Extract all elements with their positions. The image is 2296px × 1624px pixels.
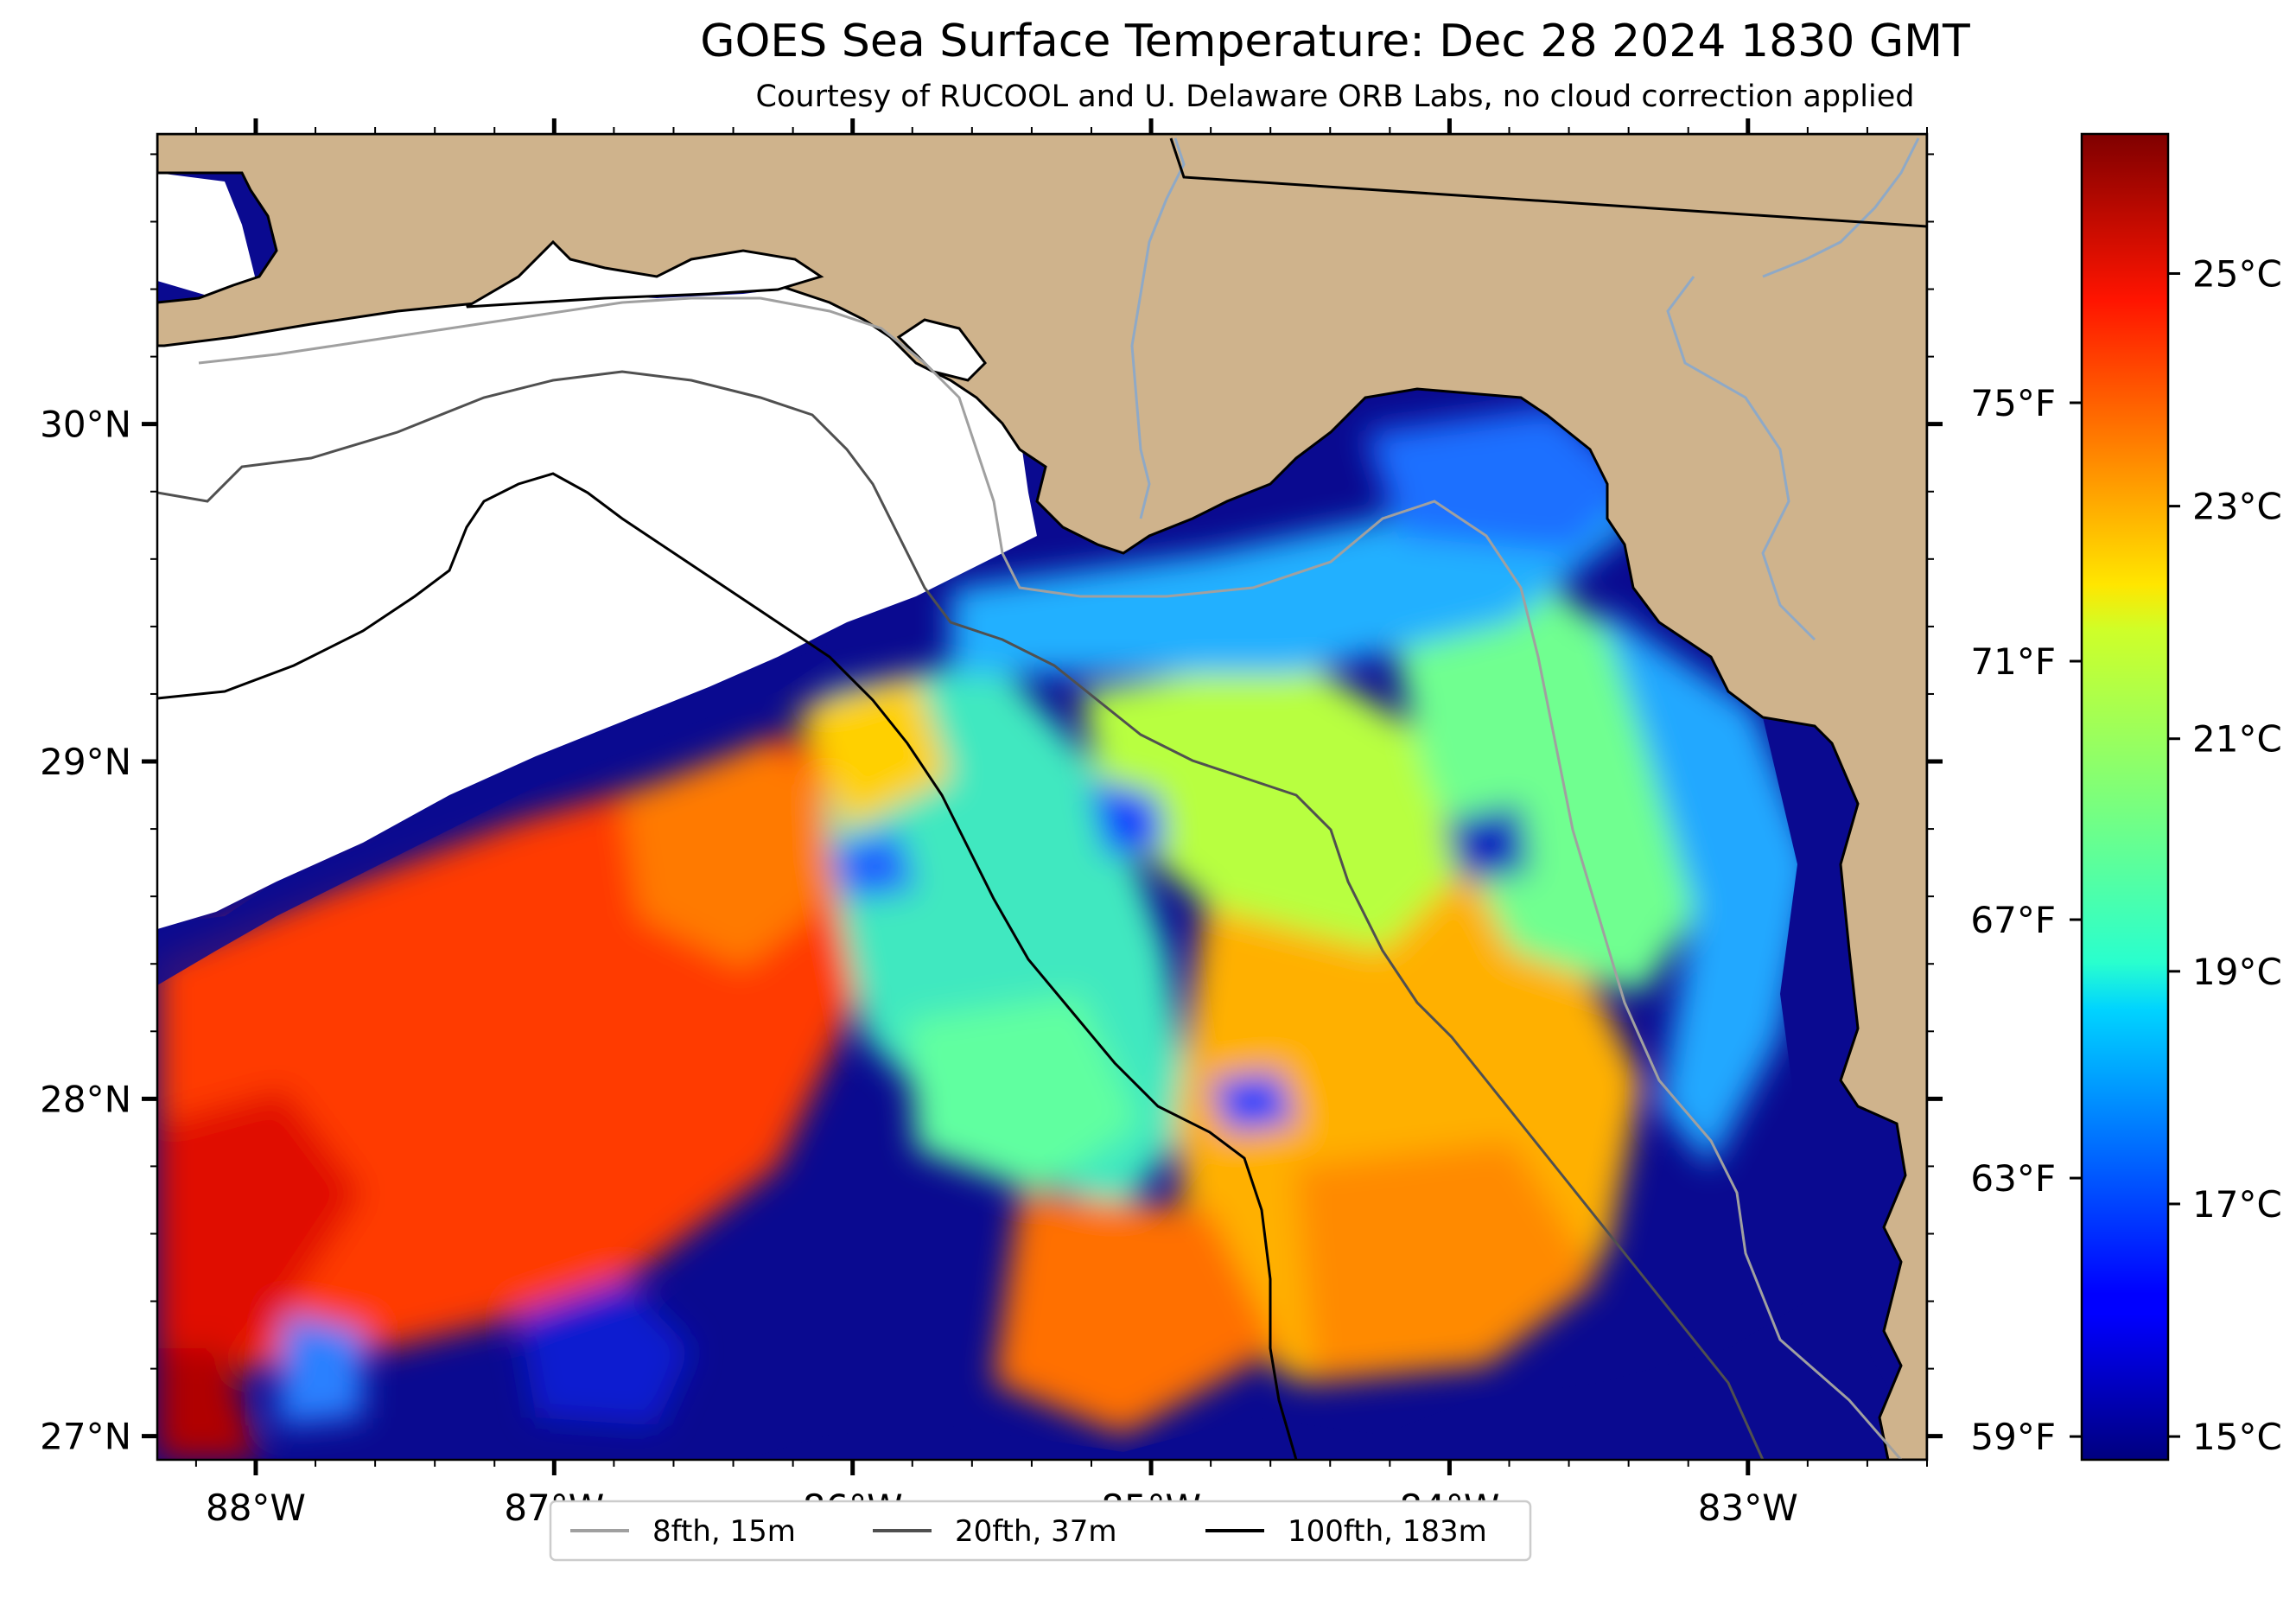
legend: 8fth, 15m 20fth, 37m 100fth, 183m: [570, 1514, 1487, 1549]
colorbar-fahrenheit-label: 63°F: [1970, 1157, 2056, 1200]
coastal-inlets: [466, 239, 824, 309]
colorbar-celsius-label: 15°C: [2192, 1416, 2282, 1458]
colorbar-fahrenheit-label: 67°F: [1970, 899, 2056, 941]
rivers: [1130, 137, 1920, 641]
lon-tick-label: 83°W: [1698, 1487, 1798, 1529]
colorbar-celsius-label: 17°C: [2192, 1183, 2282, 1226]
map-title: GOES Sea Surface Temperature: Dec 28 202…: [700, 16, 1970, 67]
lat-tick-label: 30°N: [40, 404, 131, 446]
legend-label: 8fth, 15m: [652, 1514, 796, 1549]
sst-offshore-cold-band: [157, 622, 864, 985]
isobath-20fth: [157, 370, 1765, 1460]
legend-label: 20fth, 37m: [955, 1514, 1117, 1549]
colorbar-fahrenheit-label: 71°F: [1970, 640, 2056, 683]
no-data-nw-bay: [157, 173, 259, 298]
map-subtitle: Courtesy of RUCOOL and U. Delaware ORB L…: [755, 80, 1915, 114]
land-mass: [157, 134, 1927, 1460]
colorbar-celsius-label: 21°C: [2192, 718, 2282, 761]
map-area: [157, 134, 1927, 1460]
state-boundary: [1169, 137, 1927, 228]
colorbar-celsius-label: 23°C: [2192, 486, 2282, 528]
lat-tick-label: 29°N: [40, 741, 131, 783]
lon-tick-label: 88°W: [206, 1487, 306, 1529]
isobath-100fth: [157, 472, 1298, 1460]
colorbar-celsius-label: 19°C: [2192, 951, 2282, 993]
map-frame: [156, 132, 1929, 1462]
colorbar-fahrenheit-label: 59°F: [1970, 1416, 2056, 1458]
title-block: GOES Sea Surface Temperature: Dec 28 202…: [0, 0, 2296, 121]
no-data-region: [157, 277, 1037, 929]
colorbar-axis: 15°C 17°C 19°C 21°C 23°C 25°C 59°F 63°F 67°F 71°F…: [1970, 252, 2281, 1458]
isobath-8fth: [198, 296, 1903, 1460]
sst-field: [157, 406, 1815, 1460]
colorbar-fahrenheit-label: 75°F: [1970, 382, 2056, 424]
lat-tick-label: 28°N: [40, 1078, 131, 1120]
colorbar: [2080, 132, 2170, 1462]
lat-tick-label: 27°N: [40, 1416, 131, 1458]
legend-label: 100fth, 183m: [1288, 1514, 1487, 1549]
sst-southern-cold-band: [743, 1296, 1927, 1460]
colorbar-celsius-label: 25°C: [2192, 252, 2282, 295]
legend-box: [549, 1500, 1532, 1562]
